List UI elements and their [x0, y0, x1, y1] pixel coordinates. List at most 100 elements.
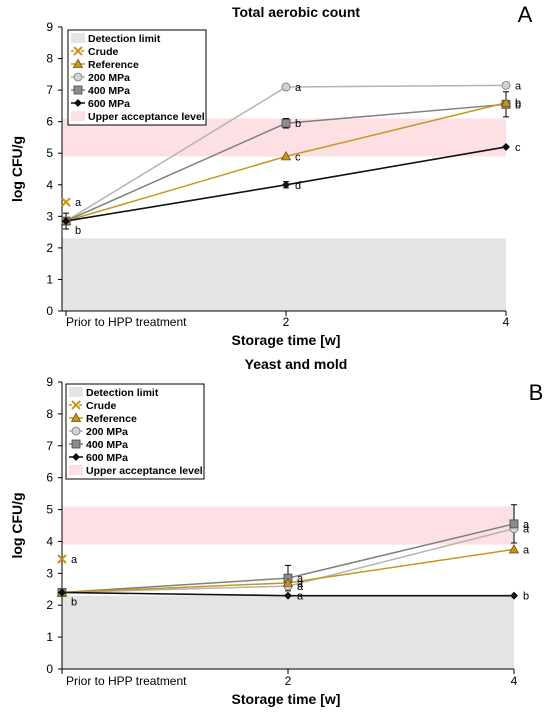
y-tick-label: 5: [46, 146, 53, 160]
significance-letter: c: [515, 142, 521, 154]
significance-letter: a: [297, 573, 304, 585]
significance-letter: b: [71, 596, 77, 608]
y-tick-label: 4: [46, 178, 53, 192]
data-point-s600: [282, 180, 290, 189]
legend-label-s600: 600 MPa: [88, 98, 130, 110]
chart-title: Total aerobic count: [232, 4, 360, 20]
significance-letter: b: [523, 591, 529, 603]
y-tick-label: 2: [46, 598, 53, 612]
significance-letter: a: [295, 82, 302, 94]
legend-label-detection: Detection limit: [88, 33, 161, 45]
y-tick-label: 9: [46, 375, 53, 389]
significance-letter: b: [515, 99, 521, 111]
significance-letter: d: [295, 180, 301, 192]
legend-label-reference: Reference: [86, 413, 137, 425]
legend-marker-s200: [73, 72, 83, 82]
legend-marker-reference: [70, 412, 82, 422]
significance-letter: a: [523, 519, 530, 531]
y-tick-label: 1: [46, 272, 53, 286]
detection-limit-area: [62, 595, 514, 669]
legend-label-reference: Reference: [88, 59, 139, 71]
legend-marker-s600: [74, 99, 82, 107]
legend-box: [65, 383, 205, 480]
legend-marker-s400: [71, 439, 81, 449]
detection-limit-area: [62, 238, 506, 311]
legend-label-detection: Detection limit: [86, 387, 159, 399]
x-tick-label: 2: [285, 674, 292, 688]
significance-letter: a: [297, 591, 304, 603]
significance-letter: b: [75, 225, 81, 237]
y-axis-label: log CFU/g: [9, 136, 25, 202]
significance-letter: b: [515, 98, 521, 110]
legend-swatch-detection: [69, 387, 83, 397]
y-tick-label: 0: [46, 304, 53, 318]
y-tick-label: 0: [46, 662, 53, 676]
x-tick-label: Prior to HPP treatment: [66, 315, 187, 329]
y-tick-label: 8: [46, 52, 53, 66]
data-point-s600: [284, 591, 292, 600]
y-tick-label: 7: [46, 83, 53, 97]
significance-letter: a: [71, 554, 78, 566]
y-tick-label: 5: [46, 503, 53, 517]
significance-letter: a: [523, 524, 530, 536]
x-tick-label: 2: [283, 315, 290, 329]
legend-label-upper: Upper acceptance level: [86, 465, 203, 477]
legend-marker-crude: [71, 400, 81, 410]
legend-label-crude: Crude: [86, 400, 116, 412]
y-tick-label: 3: [46, 209, 53, 223]
significance-letter: a: [297, 578, 304, 590]
data-point-s200: [281, 82, 291, 92]
significance-letter: a: [75, 197, 82, 209]
legend-marker-crude: [73, 46, 83, 56]
legend-label-s200: 200 MPa: [88, 72, 130, 84]
data-point-s400: [509, 519, 519, 529]
x-tick-label: 4: [503, 315, 510, 329]
significance-letter: a: [523, 544, 530, 556]
legend-box: [67, 29, 207, 126]
data-point-s600: [58, 588, 66, 597]
panel-letter: B: [529, 380, 544, 405]
legend-label-s200: 200 MPa: [86, 426, 128, 438]
legend-swatch-upper: [71, 111, 85, 121]
data-point-reference: [282, 577, 294, 587]
legend-label-s400: 400 MPa: [88, 85, 130, 97]
legend-label-s600: 600 MPa: [86, 452, 128, 464]
legend-swatch-upper: [69, 465, 83, 475]
legend-label-upper: Upper acceptance level: [88, 111, 205, 123]
y-tick-label: 6: [46, 471, 53, 485]
legend-marker-reference: [72, 58, 84, 68]
data-point-reference: [508, 544, 520, 554]
chart-title: Yeast and mold: [245, 356, 348, 372]
data-point-reference: [280, 151, 292, 161]
significance-letter: c: [295, 151, 301, 163]
y-tick-label: 7: [46, 439, 53, 453]
y-tick-label: 2: [46, 241, 53, 255]
significance-letter: a: [297, 581, 304, 593]
upper-acceptance-band: [62, 506, 514, 545]
y-axis-label: log CFU/g: [9, 492, 25, 558]
y-tick-label: 8: [46, 407, 53, 421]
data-point-reference: [500, 97, 512, 107]
legend-marker-s600: [72, 453, 80, 461]
legend-marker-s200: [71, 426, 81, 436]
y-tick-label: 1: [46, 630, 53, 644]
y-tick-label: 4: [46, 534, 53, 548]
x-axis-label: Storage time [w]: [232, 691, 341, 707]
y-tick-label: 3: [46, 566, 53, 580]
significance-letter: b: [295, 118, 301, 130]
x-tick-label: Prior to HPP treatment: [66, 674, 187, 688]
data-point-crude: [61, 197, 71, 207]
panel-letter: A: [518, 2, 533, 27]
data-point-s400: [281, 118, 291, 128]
legend-label-s400: 400 MPa: [86, 439, 128, 451]
data-point-s600: [510, 591, 518, 600]
legend-swatch-detection: [71, 33, 85, 43]
y-tick-label: 9: [46, 20, 53, 34]
legend-marker-s400: [73, 85, 83, 95]
x-tick-label: 4: [511, 674, 518, 688]
